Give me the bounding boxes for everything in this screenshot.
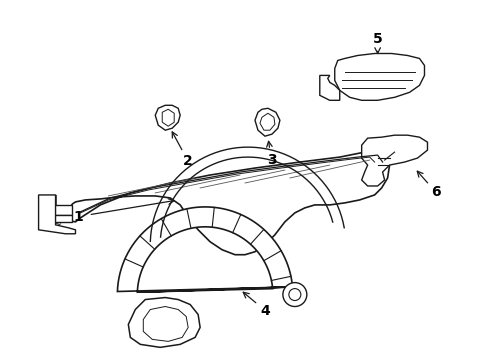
Text: 6: 6 <box>431 185 441 199</box>
Polygon shape <box>155 105 180 130</box>
Polygon shape <box>320 75 340 100</box>
Polygon shape <box>55 148 390 255</box>
Polygon shape <box>39 215 73 222</box>
Polygon shape <box>162 109 174 126</box>
Text: 1: 1 <box>74 210 83 224</box>
Circle shape <box>283 283 307 306</box>
Polygon shape <box>39 195 75 234</box>
Polygon shape <box>362 135 427 186</box>
Polygon shape <box>143 306 188 341</box>
Text: 2: 2 <box>183 154 193 168</box>
Polygon shape <box>39 205 73 215</box>
Text: 3: 3 <box>267 153 276 167</box>
Polygon shape <box>335 54 424 100</box>
Polygon shape <box>118 207 293 292</box>
Text: 5: 5 <box>373 32 383 46</box>
Polygon shape <box>260 113 275 130</box>
Polygon shape <box>128 298 200 347</box>
Text: 4: 4 <box>261 304 270 318</box>
Text: ~: ~ <box>54 220 63 230</box>
Polygon shape <box>255 108 280 136</box>
Circle shape <box>289 289 301 301</box>
